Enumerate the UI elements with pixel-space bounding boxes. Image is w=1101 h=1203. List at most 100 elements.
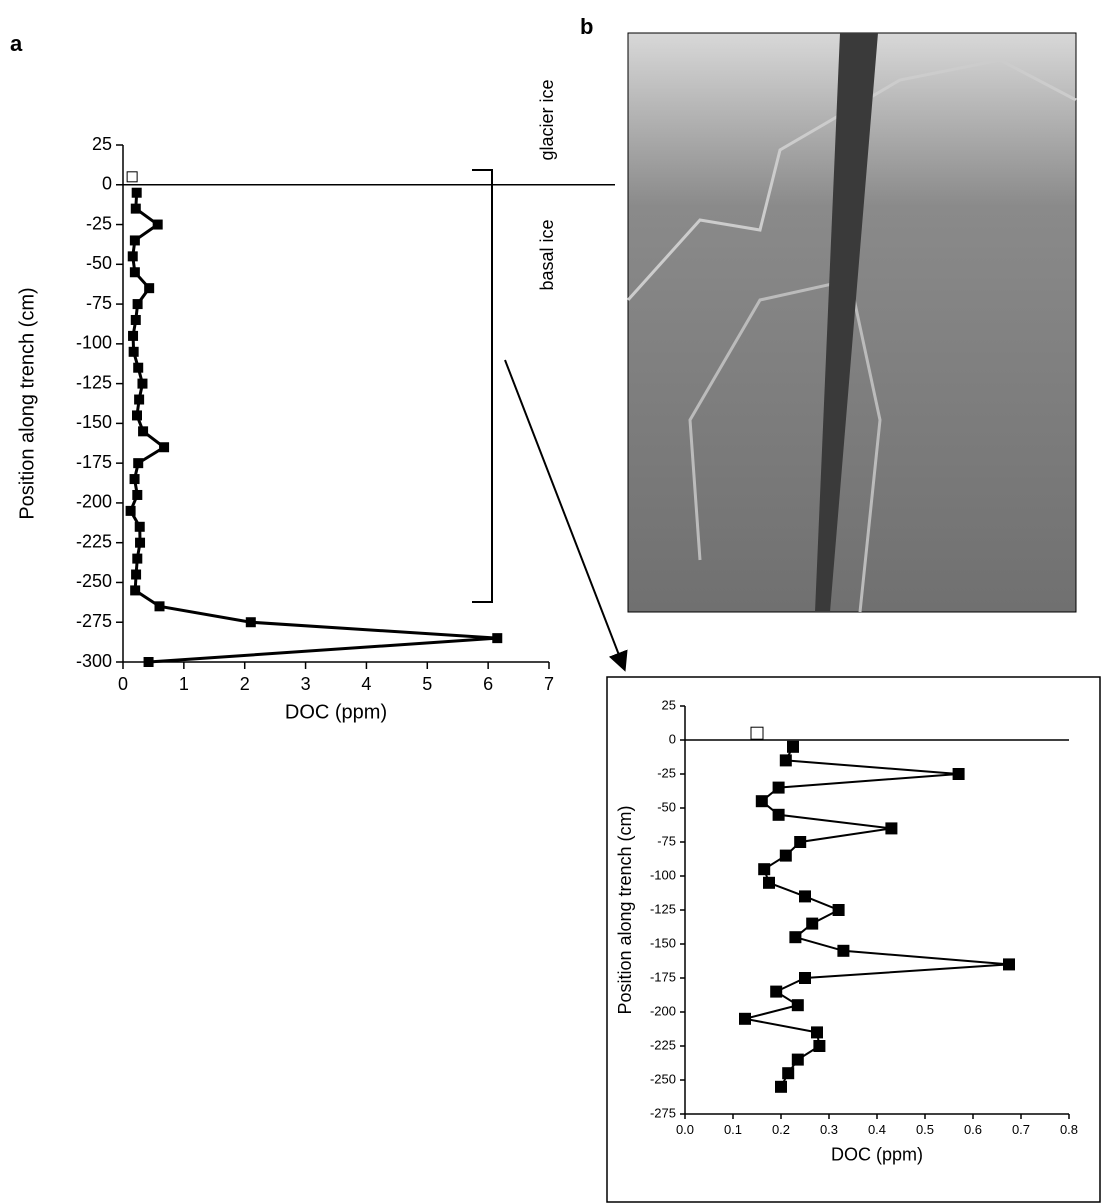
- y-tick-label: -25: [86, 213, 112, 233]
- y-tick-label: 25: [662, 697, 676, 712]
- y-tick-label: -225: [650, 1037, 676, 1052]
- y-tick-label: -125: [650, 901, 676, 916]
- doc-marker: [755, 795, 768, 808]
- x-tick-label: 0.4: [868, 1122, 886, 1137]
- doc-marker: [775, 1080, 787, 1093]
- doc-marker: [132, 299, 143, 310]
- arrow: [504, 359, 628, 672]
- doc-marker: [128, 346, 139, 357]
- doc-marker: [143, 657, 154, 667]
- y-tick-label: -275: [650, 1105, 676, 1120]
- x-tick-label: 6: [483, 674, 493, 694]
- y-tick-label: -125: [76, 372, 112, 392]
- panel-label: b: [580, 14, 593, 39]
- y-tick-label: -275: [76, 611, 112, 631]
- doc-marker: [739, 1012, 751, 1025]
- y-tick-label: -250: [76, 571, 112, 591]
- doc-marker: [772, 808, 785, 821]
- x-tick-label: 0.6: [964, 1122, 982, 1137]
- doc-marker: [138, 426, 149, 437]
- doc-marker: [130, 203, 141, 214]
- doc-marker: [813, 1040, 826, 1052]
- scale-bar: [815, 33, 878, 612]
- doc-marker: [135, 537, 146, 548]
- x-tick-label: 7: [544, 674, 554, 694]
- y-tick-label: -200: [76, 492, 112, 512]
- bracket: [472, 169, 493, 603]
- annotation: basal ice: [537, 219, 557, 290]
- doc-marker: [127, 251, 138, 262]
- doc-marker: [131, 187, 142, 198]
- doc-marker: [758, 863, 771, 876]
- doc-marker: [806, 917, 819, 930]
- doc-marker: [132, 553, 143, 564]
- doc-line: [744, 746, 1010, 1088]
- doc-marker: [132, 489, 143, 500]
- y-tick-label: -100: [650, 867, 676, 882]
- doc-marker: [130, 314, 141, 325]
- x-tick-label: 0.3: [820, 1122, 838, 1137]
- doc-marker: [811, 1026, 823, 1039]
- doc-marker: [782, 1067, 795, 1080]
- doc-marker: [787, 740, 799, 753]
- doc-marker: [134, 521, 145, 532]
- y-tick-label: -300: [76, 651, 112, 671]
- doc-marker: [154, 601, 165, 612]
- x-tick-label: 4: [361, 674, 371, 694]
- doc-marker: [133, 362, 144, 373]
- x-tick-label: 0.7: [1012, 1122, 1030, 1137]
- doc-marker: [770, 985, 783, 998]
- doc-marker: [1003, 958, 1015, 971]
- doc-marker: [799, 972, 811, 984]
- y-tick-label: -25: [657, 765, 676, 780]
- doc-marker: [791, 999, 804, 1012]
- photo-detail: [688, 278, 882, 613]
- doc-marker: [129, 474, 140, 485]
- inset-frame: [606, 676, 1101, 1203]
- y-tick-label: 25: [92, 134, 112, 154]
- x-tick-label: 5: [422, 674, 432, 694]
- photo-detail: [626, 58, 1077, 302]
- doc-marker: [791, 1053, 804, 1066]
- x-axis-label: DOC (ppm): [831, 1145, 923, 1165]
- y-tick-label: -200: [650, 1003, 676, 1018]
- x-tick-label: 2: [240, 674, 250, 694]
- y-tick-label: -250: [650, 1071, 676, 1086]
- y-tick-label: -100: [76, 333, 112, 353]
- doc-marker: [137, 378, 148, 389]
- y-tick-label: -150: [76, 412, 112, 432]
- annotation: glacier ice: [537, 79, 557, 160]
- doc-marker: [779, 754, 792, 767]
- y-axis-label: Position along trench (cm): [16, 287, 38, 519]
- doc-marker: [144, 283, 155, 294]
- doc-marker: [131, 569, 142, 580]
- doc-marker: [952, 768, 965, 780]
- panel-label: a: [10, 31, 23, 56]
- doc-marker: [245, 617, 256, 628]
- y-tick-label: -225: [76, 531, 112, 551]
- doc-marker: [799, 890, 811, 903]
- x-tick-label: 3: [301, 674, 311, 694]
- y-axis-label: Position along trench (cm): [615, 805, 635, 1014]
- x-tick-label: 0.0: [676, 1122, 694, 1137]
- y-tick-label: -75: [657, 833, 676, 848]
- open-marker: [750, 726, 764, 740]
- doc-marker: [794, 836, 807, 848]
- x-tick-label: 0.8: [1060, 1122, 1078, 1137]
- doc-marker: [131, 410, 142, 421]
- y-tick-label: -175: [650, 969, 676, 984]
- doc-marker: [129, 267, 140, 278]
- y-tick-label: -75: [86, 293, 112, 313]
- open-marker: [126, 171, 138, 183]
- doc-marker: [763, 876, 775, 889]
- y-tick-label: -50: [657, 799, 676, 814]
- doc-marker: [130, 585, 141, 596]
- doc-marker: [885, 822, 898, 835]
- doc-marker: [134, 394, 145, 405]
- x-tick-label: 0.2: [772, 1122, 790, 1137]
- doc-marker: [779, 849, 792, 862]
- doc-marker: [772, 781, 785, 794]
- doc-line: [128, 192, 498, 664]
- y-tick-label: 0: [102, 174, 112, 194]
